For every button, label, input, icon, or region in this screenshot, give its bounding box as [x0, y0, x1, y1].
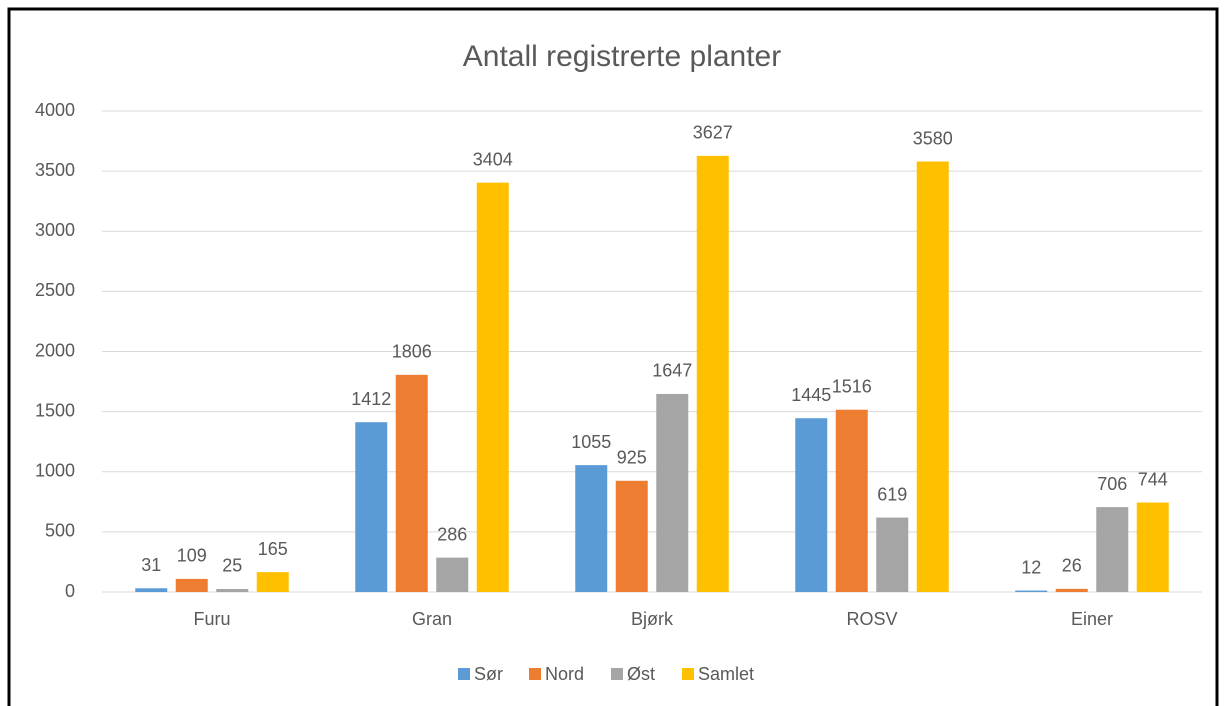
data-label: 1516 [832, 376, 872, 396]
x-tick-label: Furu [193, 609, 230, 629]
bar [256, 572, 289, 592]
data-label: 1412 [351, 389, 391, 409]
y-tick-label: 2500 [35, 280, 75, 300]
bar [696, 155, 729, 592]
bar [476, 182, 509, 592]
bar [355, 422, 388, 592]
x-tick-label: ROSV [846, 609, 897, 629]
legend-label: Nord [545, 664, 584, 684]
data-label: 3404 [473, 149, 513, 169]
data-label: 25 [222, 556, 242, 576]
x-tick-label: Bjørk [631, 609, 674, 629]
y-tick-label: 1000 [35, 461, 75, 481]
data-label: 925 [617, 448, 647, 468]
data-label: 3580 [913, 128, 953, 148]
bar [575, 465, 608, 592]
y-tick-label: 0 [65, 581, 75, 601]
bar [1055, 588, 1088, 592]
bar [216, 588, 249, 592]
y-tick-label: 3500 [35, 160, 75, 180]
data-label: 1806 [392, 342, 432, 362]
legend-swatch [611, 668, 623, 680]
legend-swatch [682, 668, 694, 680]
bar [395, 374, 428, 592]
data-label: 31 [141, 555, 161, 575]
data-label: 12 [1021, 557, 1041, 577]
x-tick-label: Gran [412, 609, 452, 629]
bar [135, 588, 168, 592]
data-label: 3627 [693, 123, 733, 143]
data-label: 744 [1138, 469, 1168, 489]
legend-label: Sør [474, 664, 503, 684]
y-tick-label: 1500 [35, 400, 75, 420]
data-label: 165 [258, 539, 288, 559]
legend-swatch [529, 668, 541, 680]
bar [615, 480, 648, 592]
y-tick-label: 500 [45, 521, 75, 541]
bar [1015, 590, 1048, 592]
data-label: 619 [877, 484, 907, 504]
chart-title: Antall registrerte planter [463, 40, 782, 73]
bar [795, 418, 828, 592]
legend-label: Øst [627, 664, 655, 684]
y-tick-label: 3000 [35, 220, 75, 240]
bar [656, 393, 689, 592]
data-label: 109 [177, 546, 207, 566]
bar [1096, 507, 1129, 592]
bar [175, 578, 208, 592]
data-label: 1055 [571, 432, 611, 452]
bar [436, 557, 469, 592]
bar [1136, 502, 1169, 592]
data-label: 706 [1097, 474, 1127, 494]
y-tick-label: 4000 [35, 100, 75, 120]
data-label: 286 [437, 524, 467, 544]
bar [835, 409, 868, 592]
data-label: 1647 [652, 361, 692, 381]
bar [916, 161, 949, 592]
data-label: 1445 [791, 385, 831, 405]
legend-label: Samlet [698, 664, 754, 684]
legend-swatch [458, 668, 470, 680]
bar [876, 517, 909, 592]
x-tick-label: Einer [1071, 609, 1113, 629]
frame [7, 7, 1219, 706]
data-label: 26 [1062, 556, 1082, 576]
y-tick-label: 2000 [35, 340, 75, 360]
